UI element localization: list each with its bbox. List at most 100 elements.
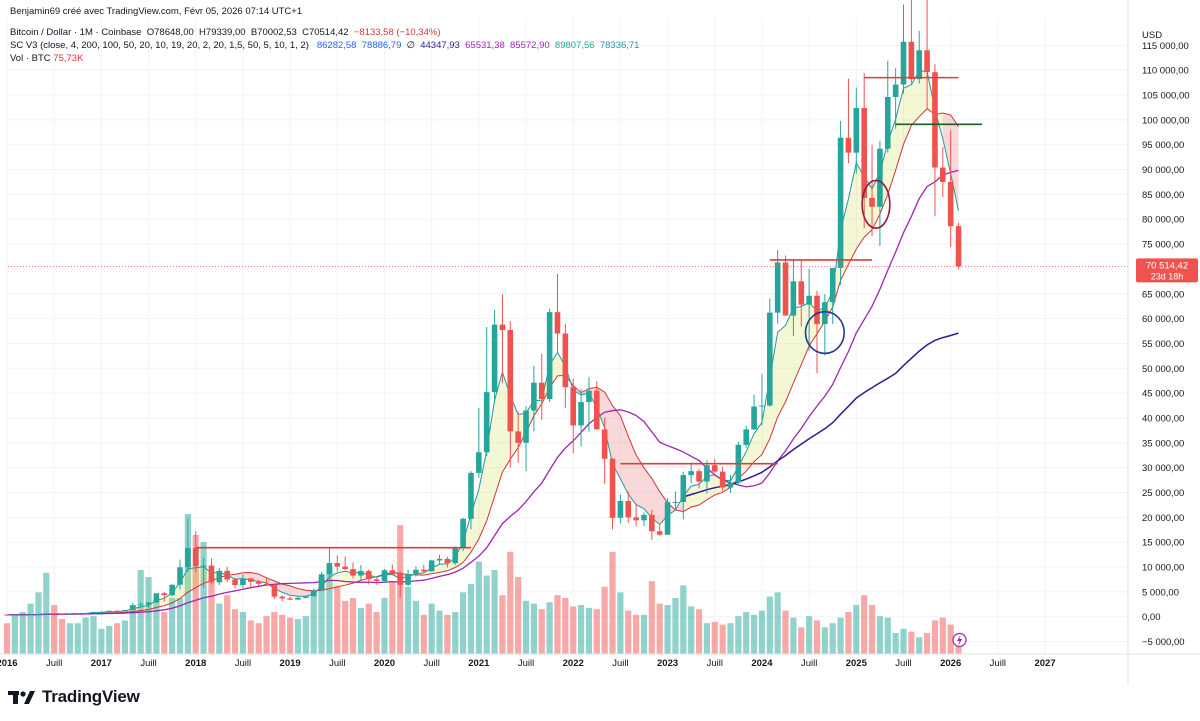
- volume-bar: [208, 577, 215, 654]
- price-tick-label: 20 000,00: [1142, 513, 1184, 524]
- candle-body: [538, 382, 545, 400]
- volume-bar: [19, 612, 26, 654]
- symbol-title[interactable]: Bitcoin / Dollar · 1M · Coinbase: [10, 27, 142, 38]
- candle-body: [51, 613, 57, 615]
- symbol-row[interactable]: Bitcoin / Dollar · 1M · Coinbase O78648,…: [10, 27, 440, 39]
- candle-body: [232, 579, 238, 585]
- volume-bar: [3, 623, 11, 654]
- time-tick-label: 2025: [846, 658, 868, 669]
- candle: [185, 518, 191, 572]
- volume-bar: [271, 612, 278, 654]
- candle-body: [255, 581, 262, 584]
- candle-body: [381, 570, 388, 582]
- candle: [719, 466, 726, 492]
- time-tick-label: Juill: [707, 658, 723, 669]
- time-tick-label: Juill: [235, 658, 251, 669]
- candle-body: [334, 563, 341, 567]
- trend-band-segment: [195, 566, 204, 588]
- candle-body: [397, 574, 403, 585]
- candle: [546, 308, 553, 403]
- volume-bar: [782, 610, 789, 654]
- volume-bar: [279, 614, 286, 654]
- trend-band-segment: [620, 415, 629, 495]
- last-price-badge: [1136, 258, 1198, 283]
- volume-bar: [74, 623, 81, 654]
- candle-body: [295, 597, 301, 600]
- candle: [12, 614, 18, 616]
- candle-body: [59, 613, 65, 615]
- candle-body: [609, 458, 616, 518]
- indicator-row[interactable]: SC V3 (close, 4, 200, 100, 50, 20, 10, 1…: [10, 40, 639, 52]
- candle: [798, 259, 805, 327]
- candle: [224, 567, 230, 582]
- volume-bar: [404, 586, 412, 654]
- indicator-value-3: 44347,93: [414, 40, 460, 51]
- candle: [365, 569, 372, 585]
- candle-body: [586, 390, 592, 403]
- candlesticks[interactable]: [4, 0, 962, 616]
- candle-body: [67, 613, 73, 615]
- candle: [940, 146, 946, 198]
- volume-bar: [334, 586, 341, 654]
- time-axis[interactable]: 2016 Juill 2017 Juill 2018 Juill 2019 Juill 2020…: [0, 653, 1200, 669]
- volume-bar: [853, 605, 860, 654]
- trend-band-segment: [911, 70, 920, 126]
- candle: [232, 578, 238, 589]
- volume-bar: [373, 612, 380, 654]
- candle: [908, 0, 915, 84]
- candle-body: [774, 262, 781, 313]
- candle: [562, 323, 569, 409]
- volume-bar: [121, 620, 129, 654]
- price-tick-label: 105 000,00: [1142, 91, 1190, 102]
- volume-bar: [876, 616, 884, 654]
- candle: [82, 613, 89, 615]
- time-tick-label: 2026: [940, 658, 961, 669]
- candle: [884, 60, 891, 153]
- candle-body: [759, 405, 765, 407]
- candle: [829, 267, 836, 325]
- candle-body: [169, 584, 175, 596]
- time-tick-label: Juill: [140, 658, 156, 669]
- candle-body: [247, 578, 254, 582]
- candle: [924, 0, 930, 110]
- indicator-name[interactable]: SC V3 (close, 4, 200, 100, 50, 20, 10, 1…: [10, 40, 309, 51]
- volume-bar: [507, 551, 514, 654]
- candle: [947, 130, 954, 248]
- candle-body: [137, 604, 144, 606]
- volume-label[interactable]: Vol · BTC: [10, 53, 51, 64]
- candle-body: [790, 281, 797, 316]
- trend-band-segment: [164, 592, 173, 606]
- candle-body: [145, 602, 152, 605]
- candle-body: [216, 570, 223, 583]
- volume-row[interactable]: Vol · BTC 75,73K: [10, 53, 83, 65]
- lightning-icon: [957, 635, 963, 646]
- trend-band-segment: [777, 325, 786, 417]
- trend-band-segment: [463, 514, 471, 563]
- candle-body: [177, 567, 183, 585]
- volume-bar: [216, 603, 223, 654]
- candle: [570, 378, 577, 454]
- volume-bar: [184, 514, 191, 654]
- candle: [247, 578, 254, 588]
- indicator-value-1: 78886,79: [356, 40, 402, 51]
- volume-bar: [656, 603, 663, 654]
- candle: [774, 250, 781, 324]
- candle-body: [365, 571, 372, 580]
- volume-bar: [554, 595, 561, 654]
- candle-body: [287, 598, 293, 600]
- candle: [326, 547, 333, 580]
- tradingview-logo[interactable]: TradingView: [8, 687, 140, 707]
- candle-body: [342, 566, 348, 570]
- volume-bar: [798, 627, 805, 654]
- candle-body: [192, 547, 199, 567]
- candle-body: [130, 605, 136, 611]
- volume-bar: [766, 596, 773, 654]
- volume-bar: [515, 577, 522, 654]
- candle: [216, 568, 223, 585]
- candle: [279, 595, 286, 602]
- candle: [358, 565, 364, 581]
- candle-body: [90, 611, 97, 614]
- price-tick-label: 115 000,00: [1142, 41, 1189, 52]
